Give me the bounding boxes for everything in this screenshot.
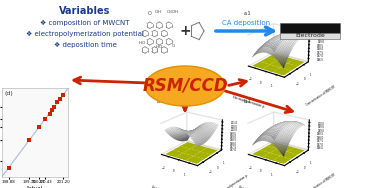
Point xyxy=(57,98,63,101)
X-axis label: Deposition time: Deposition time xyxy=(237,185,259,188)
Text: RSM/CCD: RSM/CCD xyxy=(142,77,228,95)
Point xyxy=(47,112,53,115)
Text: $\mathsf{OH}$: $\mathsf{OH}$ xyxy=(154,8,162,15)
Point xyxy=(60,93,66,96)
Point xyxy=(26,139,32,142)
Bar xyxy=(280,23,340,33)
Text: a.1: a.1 xyxy=(244,11,251,16)
Text: $\mathsf{HO}$: $\mathsf{HO}$ xyxy=(138,39,146,46)
Y-axis label: Concentration of MWCNT: Concentration of MWCNT xyxy=(305,173,336,188)
Text: a.1: a.1 xyxy=(157,99,164,104)
Ellipse shape xyxy=(145,66,225,106)
Y-axis label: Electropolymerization p.: Electropolymerization p. xyxy=(218,173,249,188)
Text: ❖ composition of MWCNT: ❖ composition of MWCNT xyxy=(40,20,130,26)
Text: Electrode: Electrode xyxy=(295,33,325,38)
Y-axis label: Concentration of MWCNT: Concentration of MWCNT xyxy=(305,84,336,106)
Text: CA deposition: CA deposition xyxy=(222,20,270,26)
X-axis label: Deposition time: Deposition time xyxy=(150,185,172,188)
Point xyxy=(42,118,48,121)
Text: $\mathsf{O_4OH}$: $\mathsf{O_4OH}$ xyxy=(166,8,179,16)
Text: ❖ deposition time: ❖ deposition time xyxy=(54,42,116,48)
Point xyxy=(36,126,42,129)
Text: (d): (d) xyxy=(5,91,13,96)
Text: Variables: Variables xyxy=(59,6,111,16)
Text: ❖ electropolymerization potential: ❖ electropolymerization potential xyxy=(26,31,144,37)
Bar xyxy=(280,33,340,39)
X-axis label: Actual: Actual xyxy=(26,186,43,188)
Point xyxy=(5,166,11,169)
Point xyxy=(54,100,60,103)
X-axis label: Electropolymerization p.: Electropolymerization p. xyxy=(232,95,265,109)
Text: $\mathsf{HO}$: $\mathsf{HO}$ xyxy=(155,43,163,50)
Text: +: + xyxy=(179,24,191,38)
Text: $\mathsf{O}$: $\mathsf{O}$ xyxy=(147,9,152,17)
Text: b.1: b.1 xyxy=(244,99,252,104)
Text: $\mathsf{O}$: $\mathsf{O}$ xyxy=(171,42,176,49)
Point xyxy=(48,109,54,112)
Point xyxy=(51,105,57,108)
